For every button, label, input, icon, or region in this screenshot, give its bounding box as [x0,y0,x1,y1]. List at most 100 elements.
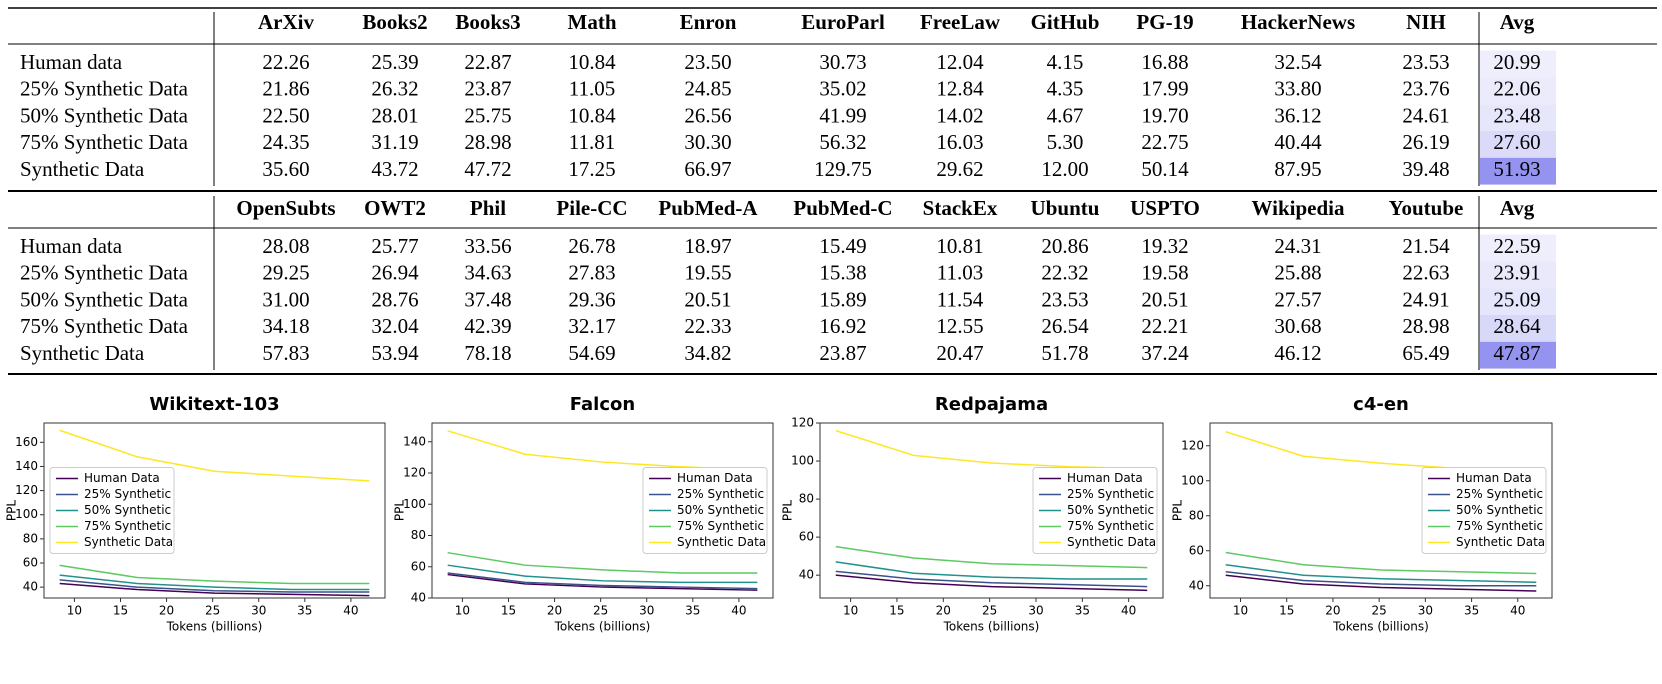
chart-title: Redpajama [935,394,1048,415]
row-label: Synthetic Data [20,157,145,181]
column-header: Books3 [455,10,520,34]
cell-value: 23.87 [819,341,866,365]
cell-value: 5.30 [1047,130,1084,154]
y-tick-label: 60 [799,530,814,544]
cell-value: 11.03 [937,261,983,285]
cell-value: 16.88 [1141,50,1188,74]
y-tick-label: 80 [23,531,38,545]
y-tick-label: 40 [411,591,426,605]
y-tick-label: 100 [15,507,38,521]
cell-value: 129.75 [814,157,872,181]
column-header: PubMed-A [658,196,758,220]
column-header: Math [568,10,617,34]
cell-value: 29.25 [262,261,309,285]
legend-label: Human Data [1456,471,1532,485]
cell-value: 22.75 [1141,130,1188,154]
row-label: 75% Synthetic Data [20,130,189,154]
cell-value: 20.47 [936,341,983,365]
legend-label: 50% Synthetic [1067,503,1154,517]
cell-value: 87.95 [1274,157,1321,181]
cell-value: 18.97 [684,234,731,258]
cell-value: 19.70 [1141,103,1188,127]
x-tick-label: 10 [1233,604,1248,618]
cell-value: 23.50 [684,50,731,74]
legend-label: Human Data [677,471,753,485]
legend-label: Human Data [1067,471,1143,485]
cell-value: 27.60 [1493,130,1540,154]
x-tick-label: 10 [455,604,470,618]
cell-value: 16.92 [819,314,866,338]
x-tick-label: 40 [1121,604,1136,618]
cell-value: 25.39 [371,50,418,74]
cell-value: 37.24 [1141,341,1189,365]
column-header: Youtube [1389,196,1464,220]
cell-value: 42.39 [464,314,511,338]
x-tick-label: 30 [1028,604,1043,618]
y-tick-label: 80 [799,492,814,506]
cell-value: 28.64 [1493,314,1541,338]
cell-value: 28.98 [464,130,511,154]
chart-title: Falcon [570,394,635,415]
y-tick-label: 40 [799,568,814,582]
legend-label: 25% Synthetic [1067,487,1154,501]
cell-value: 4.35 [1047,77,1084,101]
cell-value: 25.77 [371,234,418,258]
row-label: Human data [20,234,123,258]
cell-value: 24.35 [262,130,309,154]
chart-title: c4-en [1353,394,1409,415]
cell-value: 22.26 [262,50,309,74]
x-tick-label: 30 [251,604,266,618]
series-line [835,561,1148,580]
cell-value: 33.80 [1274,77,1321,101]
cell-value: 78.18 [464,341,511,365]
cell-value: 23.48 [1493,103,1540,127]
avg-shade [1480,341,1556,369]
cell-value: 17.25 [568,157,615,181]
y-axis-label: PPL [1171,500,1185,521]
series-line [447,572,758,590]
cell-value: 22.50 [262,103,309,127]
cell-value: 14.02 [936,103,983,127]
avg-shade [1480,234,1556,262]
y-tick-label: 60 [23,556,38,570]
series-line [835,545,1148,569]
cell-value: 10.84 [568,50,616,74]
column-header: USPTO [1130,196,1200,220]
cell-value: 4.67 [1047,103,1084,127]
legend-label: 50% Synthetic [1456,503,1543,517]
y-tick-label: 60 [1189,543,1204,557]
cell-value: 11.54 [937,287,984,311]
column-header: StackEx [923,196,998,220]
cell-value: 32.04 [371,314,419,338]
cell-value: 27.57 [1274,287,1321,311]
cell-value: 12.55 [936,314,983,338]
series-line [1225,571,1537,587]
cell-value: 10.81 [936,234,983,258]
x-tick-label: 25 [1372,604,1387,618]
legend-box [1032,467,1158,554]
cell-value: 27.83 [568,261,615,285]
cell-value: 20.86 [1041,234,1088,258]
cell-value: 35.02 [819,77,866,101]
row-label: 75% Synthetic Data [20,314,189,338]
cell-value: 24.85 [684,77,731,101]
legend-label: Synthetic Data [677,535,766,549]
x-tick-label: 15 [113,604,128,618]
column-header: Books2 [362,10,427,34]
legend-label: Synthetic Data [1067,535,1156,549]
cell-value: 12.84 [936,77,984,101]
cell-value: 20.51 [1141,287,1188,311]
legend-label: 50% Synthetic [84,503,171,517]
y-tick-label: 40 [1189,578,1204,592]
column-header: Ubuntu [1031,196,1100,220]
plot-frame [431,422,774,599]
cell-value: 22.32 [1041,261,1088,285]
series-line [835,574,1148,592]
column-header: EuroParl [801,10,885,34]
cell-value: 29.62 [936,157,983,181]
x-tick-label: 10 [843,604,858,618]
cell-value: 41.99 [819,103,866,127]
cell-value: 26.56 [684,103,731,127]
cell-value: 28.01 [371,103,418,127]
column-header: Pile-CC [556,196,627,220]
